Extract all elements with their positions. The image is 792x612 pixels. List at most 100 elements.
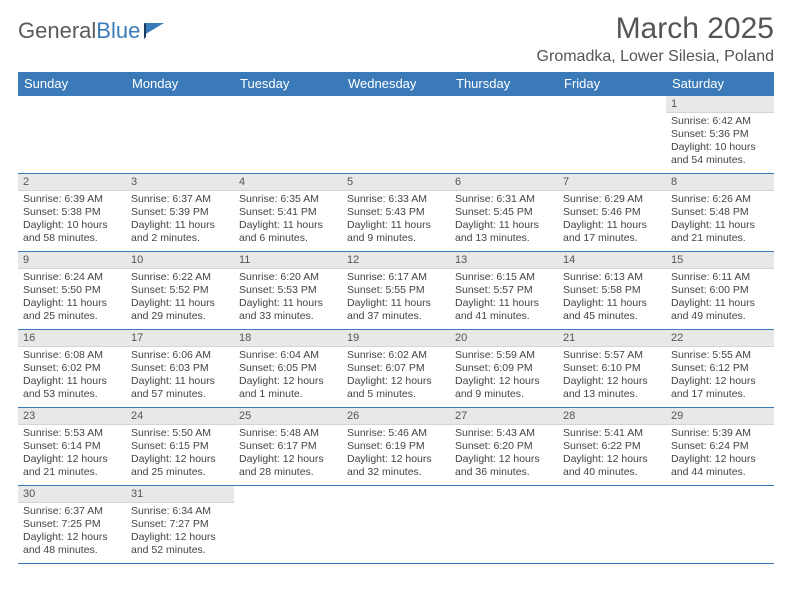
- day-number: 17: [126, 330, 234, 347]
- calendar-cell: 5Sunrise: 6:33 AMSunset: 5:43 PMDaylight…: [342, 174, 450, 252]
- day-number: 8: [666, 174, 774, 191]
- daylight-text: Daylight: 12 hours and 17 minutes.: [671, 375, 769, 401]
- calendar-cell: 7Sunrise: 6:29 AMSunset: 5:46 PMDaylight…: [558, 174, 666, 252]
- calendar-cell: [450, 486, 558, 564]
- sunrise-text: Sunrise: 5:41 AM: [563, 427, 661, 440]
- calendar-cell: 2Sunrise: 6:39 AMSunset: 5:38 PMDaylight…: [18, 174, 126, 252]
- sunset-text: Sunset: 5:36 PM: [671, 128, 769, 141]
- day-number: 20: [450, 330, 558, 347]
- day-number: 27: [450, 408, 558, 425]
- calendar-cell: 14Sunrise: 6:13 AMSunset: 5:58 PMDayligh…: [558, 252, 666, 330]
- sunset-text: Sunset: 7:27 PM: [131, 518, 229, 531]
- calendar-cell: 30Sunrise: 6:37 AMSunset: 7:25 PMDayligh…: [18, 486, 126, 564]
- daylight-text: Daylight: 11 hours and 25 minutes.: [23, 297, 121, 323]
- calendar-row: 9Sunrise: 6:24 AMSunset: 5:50 PMDaylight…: [18, 252, 774, 330]
- sunset-text: Sunset: 5:43 PM: [347, 206, 445, 219]
- sunrise-text: Sunrise: 6:37 AM: [23, 505, 121, 518]
- calendar-cell: [450, 96, 558, 174]
- sunset-text: Sunset: 7:25 PM: [23, 518, 121, 531]
- sunrise-text: Sunrise: 6:33 AM: [347, 193, 445, 206]
- calendar-cell: 13Sunrise: 6:15 AMSunset: 5:57 PMDayligh…: [450, 252, 558, 330]
- day-number: 26: [342, 408, 450, 425]
- cell-body: Sunrise: 6:11 AMSunset: 6:00 PMDaylight:…: [666, 269, 774, 327]
- sunset-text: Sunset: 6:22 PM: [563, 440, 661, 453]
- day-number: 7: [558, 174, 666, 191]
- cell-body: Sunrise: 5:57 AMSunset: 6:10 PMDaylight:…: [558, 347, 666, 405]
- calendar-row: 1Sunrise: 6:42 AMSunset: 5:36 PMDaylight…: [18, 96, 774, 174]
- day-number: 21: [558, 330, 666, 347]
- calendar-cell: 20Sunrise: 5:59 AMSunset: 6:09 PMDayligh…: [450, 330, 558, 408]
- sunrise-text: Sunrise: 5:43 AM: [455, 427, 553, 440]
- col-saturday: Saturday: [666, 72, 774, 96]
- cell-body: Sunrise: 6:22 AMSunset: 5:52 PMDaylight:…: [126, 269, 234, 327]
- sunset-text: Sunset: 6:10 PM: [563, 362, 661, 375]
- sunrise-text: Sunrise: 5:59 AM: [455, 349, 553, 362]
- sunset-text: Sunset: 5:57 PM: [455, 284, 553, 297]
- calendar-cell: 11Sunrise: 6:20 AMSunset: 5:53 PMDayligh…: [234, 252, 342, 330]
- sunrise-text: Sunrise: 5:50 AM: [131, 427, 229, 440]
- daylight-text: Daylight: 11 hours and 57 minutes.: [131, 375, 229, 401]
- sunrise-text: Sunrise: 6:39 AM: [23, 193, 121, 206]
- calendar-cell: [342, 486, 450, 564]
- cell-body: Sunrise: 6:02 AMSunset: 6:07 PMDaylight:…: [342, 347, 450, 405]
- sunset-text: Sunset: 6:00 PM: [671, 284, 769, 297]
- calendar-table: Sunday Monday Tuesday Wednesday Thursday…: [18, 72, 774, 564]
- sunset-text: Sunset: 6:19 PM: [347, 440, 445, 453]
- sunset-text: Sunset: 6:12 PM: [671, 362, 769, 375]
- sunset-text: Sunset: 6:02 PM: [23, 362, 121, 375]
- sunrise-text: Sunrise: 6:24 AM: [23, 271, 121, 284]
- cell-body: Sunrise: 6:26 AMSunset: 5:48 PMDaylight:…: [666, 191, 774, 249]
- sunrise-text: Sunrise: 6:26 AM: [671, 193, 769, 206]
- daylight-text: Daylight: 12 hours and 28 minutes.: [239, 453, 337, 479]
- day-number: 13: [450, 252, 558, 269]
- sunrise-text: Sunrise: 6:29 AM: [563, 193, 661, 206]
- cell-body: Sunrise: 6:35 AMSunset: 5:41 PMDaylight:…: [234, 191, 342, 249]
- sunrise-text: Sunrise: 6:20 AM: [239, 271, 337, 284]
- calendar-cell: 10Sunrise: 6:22 AMSunset: 5:52 PMDayligh…: [126, 252, 234, 330]
- day-number: 2: [18, 174, 126, 191]
- cell-body: Sunrise: 5:55 AMSunset: 6:12 PMDaylight:…: [666, 347, 774, 405]
- sunrise-text: Sunrise: 6:08 AM: [23, 349, 121, 362]
- cell-body: Sunrise: 6:39 AMSunset: 5:38 PMDaylight:…: [18, 191, 126, 249]
- daylight-text: Daylight: 12 hours and 44 minutes.: [671, 453, 769, 479]
- day-number: 4: [234, 174, 342, 191]
- sunrise-text: Sunrise: 5:55 AM: [671, 349, 769, 362]
- logo: GeneralBlue: [18, 12, 166, 44]
- daylight-text: Daylight: 11 hours and 13 minutes.: [455, 219, 553, 245]
- sunset-text: Sunset: 6:17 PM: [239, 440, 337, 453]
- day-number: 5: [342, 174, 450, 191]
- calendar-cell: 27Sunrise: 5:43 AMSunset: 6:20 PMDayligh…: [450, 408, 558, 486]
- col-friday: Friday: [558, 72, 666, 96]
- sunrise-text: Sunrise: 5:48 AM: [239, 427, 337, 440]
- day-number: 23: [18, 408, 126, 425]
- cell-body: Sunrise: 6:15 AMSunset: 5:57 PMDaylight:…: [450, 269, 558, 327]
- daylight-text: Daylight: 11 hours and 17 minutes.: [563, 219, 661, 245]
- day-number: 29: [666, 408, 774, 425]
- cell-body: Sunrise: 5:46 AMSunset: 6:19 PMDaylight:…: [342, 425, 450, 483]
- calendar-cell: 4Sunrise: 6:35 AMSunset: 5:41 PMDaylight…: [234, 174, 342, 252]
- day-number: 6: [450, 174, 558, 191]
- calendar-cell: [234, 96, 342, 174]
- day-number: 19: [342, 330, 450, 347]
- col-tuesday: Tuesday: [234, 72, 342, 96]
- calendar-cell: 21Sunrise: 5:57 AMSunset: 6:10 PMDayligh…: [558, 330, 666, 408]
- daylight-text: Daylight: 11 hours and 2 minutes.: [131, 219, 229, 245]
- day-number: 25: [234, 408, 342, 425]
- daylight-text: Daylight: 12 hours and 21 minutes.: [23, 453, 121, 479]
- daylight-text: Daylight: 12 hours and 25 minutes.: [131, 453, 229, 479]
- calendar-cell: [342, 96, 450, 174]
- col-monday: Monday: [126, 72, 234, 96]
- sunrise-text: Sunrise: 6:34 AM: [131, 505, 229, 518]
- daylight-text: Daylight: 12 hours and 48 minutes.: [23, 531, 121, 557]
- sunrise-text: Sunrise: 5:39 AM: [671, 427, 769, 440]
- cell-body: Sunrise: 6:37 AMSunset: 7:25 PMDaylight:…: [18, 503, 126, 561]
- sunrise-text: Sunrise: 5:46 AM: [347, 427, 445, 440]
- calendar-cell: [666, 486, 774, 564]
- day-number: 16: [18, 330, 126, 347]
- sunset-text: Sunset: 5:52 PM: [131, 284, 229, 297]
- day-number: 1: [666, 96, 774, 113]
- sunrise-text: Sunrise: 6:42 AM: [671, 115, 769, 128]
- calendar-cell: 6Sunrise: 6:31 AMSunset: 5:45 PMDaylight…: [450, 174, 558, 252]
- daylight-text: Daylight: 11 hours and 53 minutes.: [23, 375, 121, 401]
- sunset-text: Sunset: 5:41 PM: [239, 206, 337, 219]
